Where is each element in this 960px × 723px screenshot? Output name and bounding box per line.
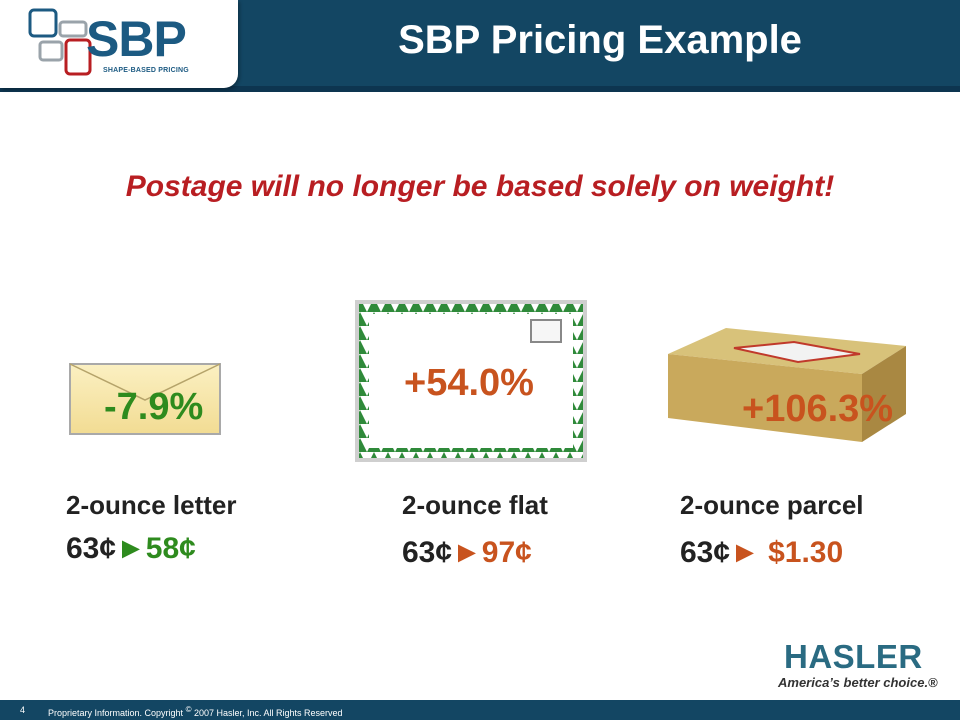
letter-change: -7.9%	[104, 386, 204, 428]
sbp-logo: SBP SHAPE-BASED PRICING	[0, 0, 238, 88]
flat-label: 2-ounce flat	[402, 490, 548, 520]
sbp-logo-subtext: SHAPE-BASED PRICING	[103, 67, 189, 74]
parcel-price-row: 63¢► $1.30	[680, 538, 843, 568]
page-title: SBP Pricing Example	[398, 18, 802, 62]
hasler-logo: HASLER	[784, 638, 923, 675]
parcel-box-icon	[668, 328, 906, 442]
parcel-old-price: 63¢	[680, 536, 731, 569]
parcel-new-price: $1.30	[768, 536, 844, 569]
copyright-suffix: 2007 Hasler, Inc. All Rights Reserved	[191, 708, 343, 718]
flat-old-price: 63¢	[402, 536, 453, 569]
flat-new-price: 97¢	[481, 536, 532, 569]
sbp-logo-squares-icon	[28, 8, 92, 76]
flat-envelope-icon	[355, 300, 587, 462]
header-shade	[0, 86, 960, 92]
parcel-label: 2-ounce parcel	[680, 490, 864, 520]
parcel-change: +106.3%	[742, 388, 894, 430]
copyright-text: Proprietary Information. Copyright © 200…	[48, 700, 343, 723]
letter-old-price: 63¢	[66, 532, 117, 565]
sbp-logo-text: SBP	[86, 11, 187, 67]
letter-new-price: 58¢	[145, 532, 196, 565]
footer-bar: 4 Proprietary Information. Copyright © 2…	[0, 700, 960, 720]
letter-envelope-icon	[69, 363, 221, 435]
subtitle: Postage will no longer be based solely o…	[125, 170, 835, 203]
parcel-arrow-icon: ►	[730, 536, 769, 569]
hasler-tagline: America’s better choice.®	[778, 675, 938, 690]
letter-price-row: 63¢►58¢	[66, 534, 196, 564]
copyright-symbol: ©	[185, 705, 192, 714]
letter-label: 2-ounce letter	[66, 490, 237, 520]
letter-arrow-icon: ►	[116, 532, 146, 565]
page-number: 4	[20, 705, 26, 715]
copyright-prefix: Proprietary Information. Copyright	[48, 708, 184, 718]
flat-arrow-icon: ►	[452, 536, 482, 569]
flat-price-row: 63¢►97¢	[402, 538, 532, 568]
flat-change: +54.0%	[404, 362, 534, 404]
